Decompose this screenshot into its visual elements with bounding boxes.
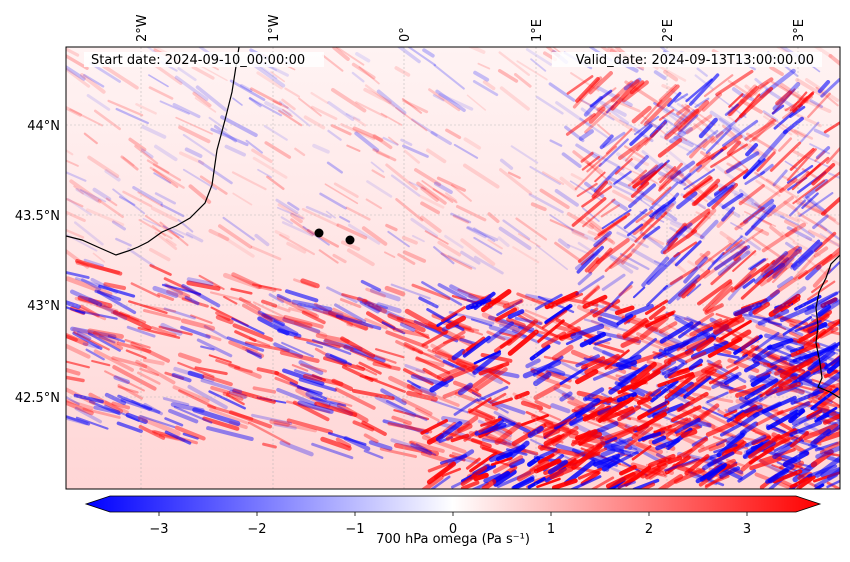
gridlines <box>66 47 840 489</box>
coastlines <box>66 47 840 399</box>
colorbar-tick-label: −1 <box>345 522 364 537</box>
lon-label: 1°E <box>530 19 545 42</box>
marker-point-b <box>345 235 355 245</box>
colorbar-tick-label: 1 <box>547 522 555 537</box>
colorbar-tick-label: 3 <box>743 522 751 537</box>
marker-point-a <box>314 228 324 238</box>
lon-label: 0° <box>398 27 413 42</box>
lon-label: 3°E <box>792 19 807 42</box>
start-date-label: Start date: 2024-09-10_00:00:00 <box>91 53 305 68</box>
colorbar: −3 −2 −1 0 1 2 3 700 hPa omega (Pa s⁻¹) <box>84 495 822 547</box>
colorbar-tick-label: 2 <box>645 522 653 537</box>
lon-label: 2°W <box>135 14 150 42</box>
lon-label: 2°E <box>661 19 676 42</box>
map-panel: Start date: 2024-09-10_00:00:00 Valid_da… <box>65 46 841 490</box>
colorbar-label: 700 hPa omega (Pa s⁻¹) <box>376 532 530 547</box>
lon-label: 1°W <box>267 14 282 42</box>
lon-labels: 2°W 1°W 0° 1°E 2°E 3°E <box>135 14 807 42</box>
lat-labels: 44°N 43.5°N 43°N 42.5°N <box>15 119 60 406</box>
lat-label: 43°N <box>27 299 60 314</box>
colorbar-tick-label: 0 <box>449 522 457 537</box>
lat-label: 42.5°N <box>15 391 60 406</box>
colorbar-ticks: −3 −2 −1 0 1 2 3 <box>149 512 751 537</box>
lat-label: 44°N <box>27 119 60 134</box>
colorbar-tick-label: −2 <box>247 522 266 537</box>
valid-date-label: Valid_date: 2024-09-13T13:00:00.00 <box>576 53 814 68</box>
lat-label: 43.5°N <box>15 209 60 224</box>
colorbar-tick-label: −3 <box>149 522 168 537</box>
